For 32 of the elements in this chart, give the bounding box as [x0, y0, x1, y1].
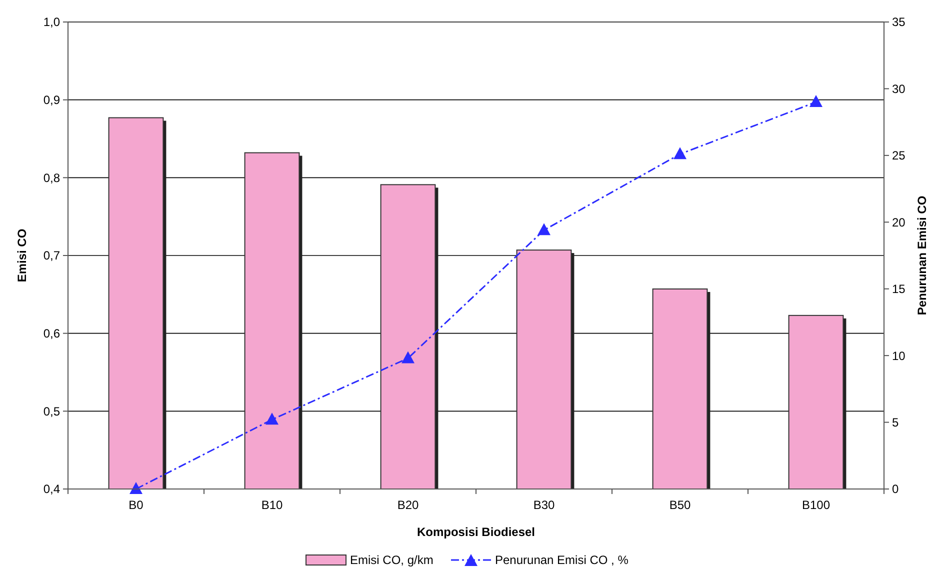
y-tick-label: 0,5	[43, 404, 60, 418]
y2-tick-label: 5	[892, 415, 899, 430]
y2-tick-label: 25	[892, 148, 906, 163]
y2-tick-label: 15	[892, 282, 906, 296]
legend-label: Emisi CO, g/km	[350, 553, 434, 568]
y-tick-label: 0,4	[43, 482, 60, 496]
x-tick-label: B0	[128, 498, 144, 512]
x-tick-label: B100	[802, 498, 830, 512]
point	[266, 412, 278, 425]
y-tick-label: 0,9	[43, 93, 60, 108]
y2-tick-label: 30	[892, 82, 906, 96]
x-tick-label: B20	[397, 498, 419, 512]
y2-axis-title: Penurunan Emisi CO	[915, 196, 929, 316]
y2-tick-label: 10	[892, 348, 906, 363]
y-tick-label: 0,8	[43, 170, 60, 185]
x-tick-label: B30	[533, 498, 555, 512]
x-axis-title: Komposisi Biodiesel	[416, 525, 536, 539]
y2-tick-label: 35	[892, 15, 906, 30]
x-tick-label: B50	[669, 498, 691, 512]
y-tick-label: 0,6	[43, 326, 60, 341]
point	[674, 147, 686, 160]
y2-tick-label: 0	[892, 482, 899, 496]
legend-label: Penurunan Emisi CO , %	[495, 553, 629, 568]
y-tick-label: 1,0	[43, 15, 60, 30]
point	[130, 482, 142, 494]
point	[810, 95, 822, 108]
y-axis-title: Emisi CO	[15, 228, 29, 282]
x-tick-label: B10	[261, 498, 283, 512]
y2-tick-label: 20	[892, 215, 906, 230]
y-tick-label: 0,7	[43, 248, 60, 263]
point	[538, 223, 550, 236]
point	[402, 351, 414, 364]
